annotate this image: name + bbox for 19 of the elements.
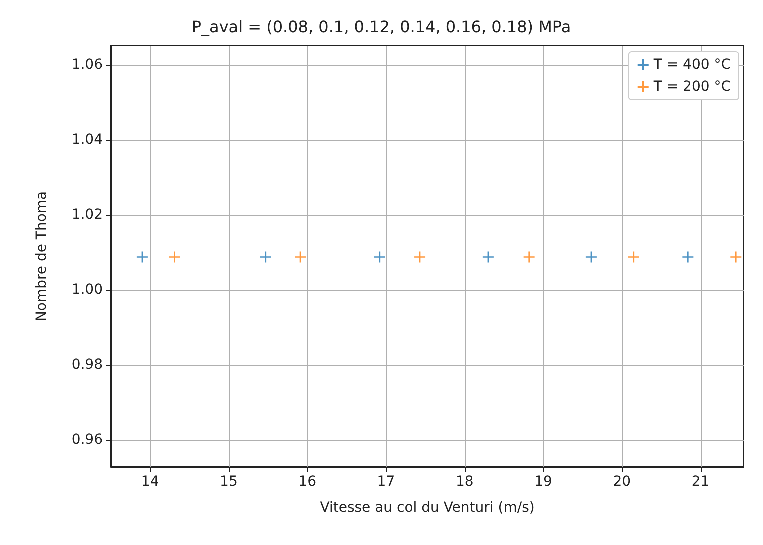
legend-label: T = 400 °C <box>652 57 732 73</box>
x-tick-label: 19 <box>534 474 552 490</box>
x-tick-label: 20 <box>613 474 632 490</box>
y-tick-label: 1.06 <box>72 56 104 73</box>
x-tick-label: 15 <box>220 474 238 490</box>
y-tick-label: 0.96 <box>72 432 104 448</box>
chart-title: P_aval = (0.08, 0.1, 0.12, 0.14, 0.16, 0.18) MPa <box>192 18 572 36</box>
x-tick-label: 21 <box>692 474 710 490</box>
x-axis-title: Vitesse au col du Venturi (m/s) <box>320 500 535 516</box>
y-tick-label: 0.98 <box>72 356 103 373</box>
y-tick-label: 1.04 <box>72 132 104 148</box>
legend-label: T = 200 °C <box>652 79 732 95</box>
y-axis-title: Nombre de Thoma <box>34 191 50 322</box>
y-tick-label: 1.02 <box>72 206 103 223</box>
x-tick-label: 17 <box>377 474 396 490</box>
y-tick-label: 1.00 <box>72 282 103 298</box>
x-tick-label: 16 <box>298 474 317 490</box>
x-tick-label: 14 <box>141 474 160 490</box>
x-tick-label: 18 <box>456 474 474 490</box>
